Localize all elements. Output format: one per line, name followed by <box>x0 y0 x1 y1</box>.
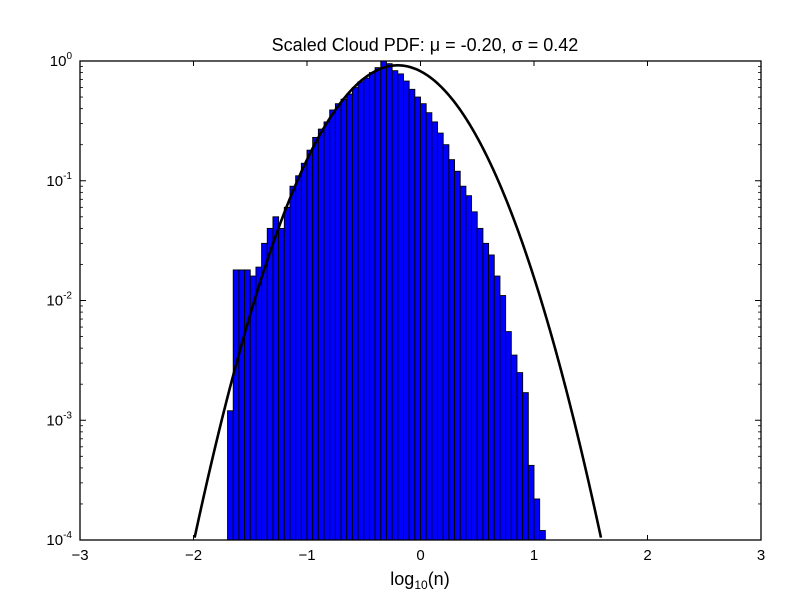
histogram-bar <box>368 72 376 541</box>
histogram-bar <box>323 121 331 541</box>
histogram-bar <box>283 206 291 541</box>
histogram-bar <box>471 211 478 541</box>
y-tick-label: 10-2 <box>46 291 72 310</box>
histogram-bar <box>527 464 535 541</box>
histogram-bar <box>244 269 251 541</box>
histogram-bar <box>425 112 433 541</box>
histogram-bar <box>414 96 421 541</box>
histogram-bar <box>380 60 387 541</box>
y-tick-label: 100 <box>50 51 73 70</box>
histogram-bar <box>533 498 541 541</box>
x-tick-label: −1 <box>298 547 315 564</box>
histogram-bar <box>539 530 546 541</box>
histogram-bar <box>289 185 297 541</box>
x-tick-label: 2 <box>643 547 651 564</box>
histogram-bar <box>227 410 234 541</box>
histogram-bar <box>232 269 240 541</box>
histogram-bar <box>266 227 274 541</box>
y-tick-label: 10-3 <box>46 410 72 429</box>
histogram-bar <box>493 275 501 541</box>
y-tick-label: 10-1 <box>46 171 72 190</box>
histogram-bar <box>420 103 427 541</box>
histogram-bar <box>374 67 382 541</box>
histogram-bar <box>386 63 393 541</box>
histogram-bar <box>334 103 342 541</box>
y-axis-ticks: 10-4 10-3 10-2 10-1 100 <box>46 51 761 549</box>
histogram-bar <box>329 109 336 541</box>
histogram-bar <box>391 70 399 541</box>
histogram-bar <box>300 162 308 541</box>
x-tick-label: −3 <box>71 547 88 564</box>
histogram-bar <box>340 98 348 541</box>
histogram-bar <box>363 77 370 541</box>
gaussian-fit-curve <box>193 64 603 538</box>
histogram-bar <box>261 242 268 541</box>
histogram-bar <box>357 81 365 541</box>
x-axis-label-prefix: log <box>390 569 414 589</box>
histogram-bar <box>488 254 495 541</box>
histogram-bar <box>317 128 325 541</box>
histogram-bar <box>312 136 319 541</box>
histogram-bar <box>465 195 473 541</box>
histogram-bar <box>448 159 456 541</box>
histogram-bar <box>431 121 438 541</box>
y-tick-label: 10-4 <box>46 530 72 549</box>
x-tick-label: 3 <box>757 547 765 564</box>
histogram-bar <box>397 73 404 541</box>
histogram-bar <box>510 354 518 541</box>
histogram-bar <box>278 227 285 541</box>
x-axis-label: log10(n) <box>390 569 449 592</box>
histogram-bar <box>516 372 524 541</box>
histogram-bar <box>505 331 512 541</box>
x-tick-label: 1 <box>530 547 538 564</box>
histogram-bar <box>351 87 359 541</box>
histogram-bar <box>522 392 529 541</box>
histogram-bar <box>454 170 461 541</box>
histogram-bar <box>255 266 263 541</box>
x-axis-label-subscript: 10 <box>414 578 428 592</box>
x-tick-label: −2 <box>185 547 202 564</box>
histogram-bar <box>482 242 490 541</box>
histogram-bar <box>403 80 410 541</box>
histogram-bar <box>272 216 280 541</box>
histogram-bar <box>437 132 444 541</box>
histogram-bar <box>306 149 314 541</box>
histogram-bar <box>408 88 416 541</box>
histogram-bar <box>499 295 507 541</box>
x-tick-label: 0 <box>416 547 424 564</box>
x-axis-ticks: −3 −2 −1 0 1 2 3 <box>71 61 765 564</box>
histogram-bar <box>442 144 450 541</box>
histogram-bar <box>295 175 302 541</box>
x-axis-label-suffix: (n) <box>428 569 450 589</box>
histogram-bar <box>459 185 467 541</box>
chart-title: Scaled Cloud PDF: μ = -0.20, σ = 0.42 <box>272 35 579 55</box>
histogram-bar <box>476 227 484 541</box>
histogram-bar <box>346 93 353 541</box>
histogram-bar <box>238 269 246 541</box>
